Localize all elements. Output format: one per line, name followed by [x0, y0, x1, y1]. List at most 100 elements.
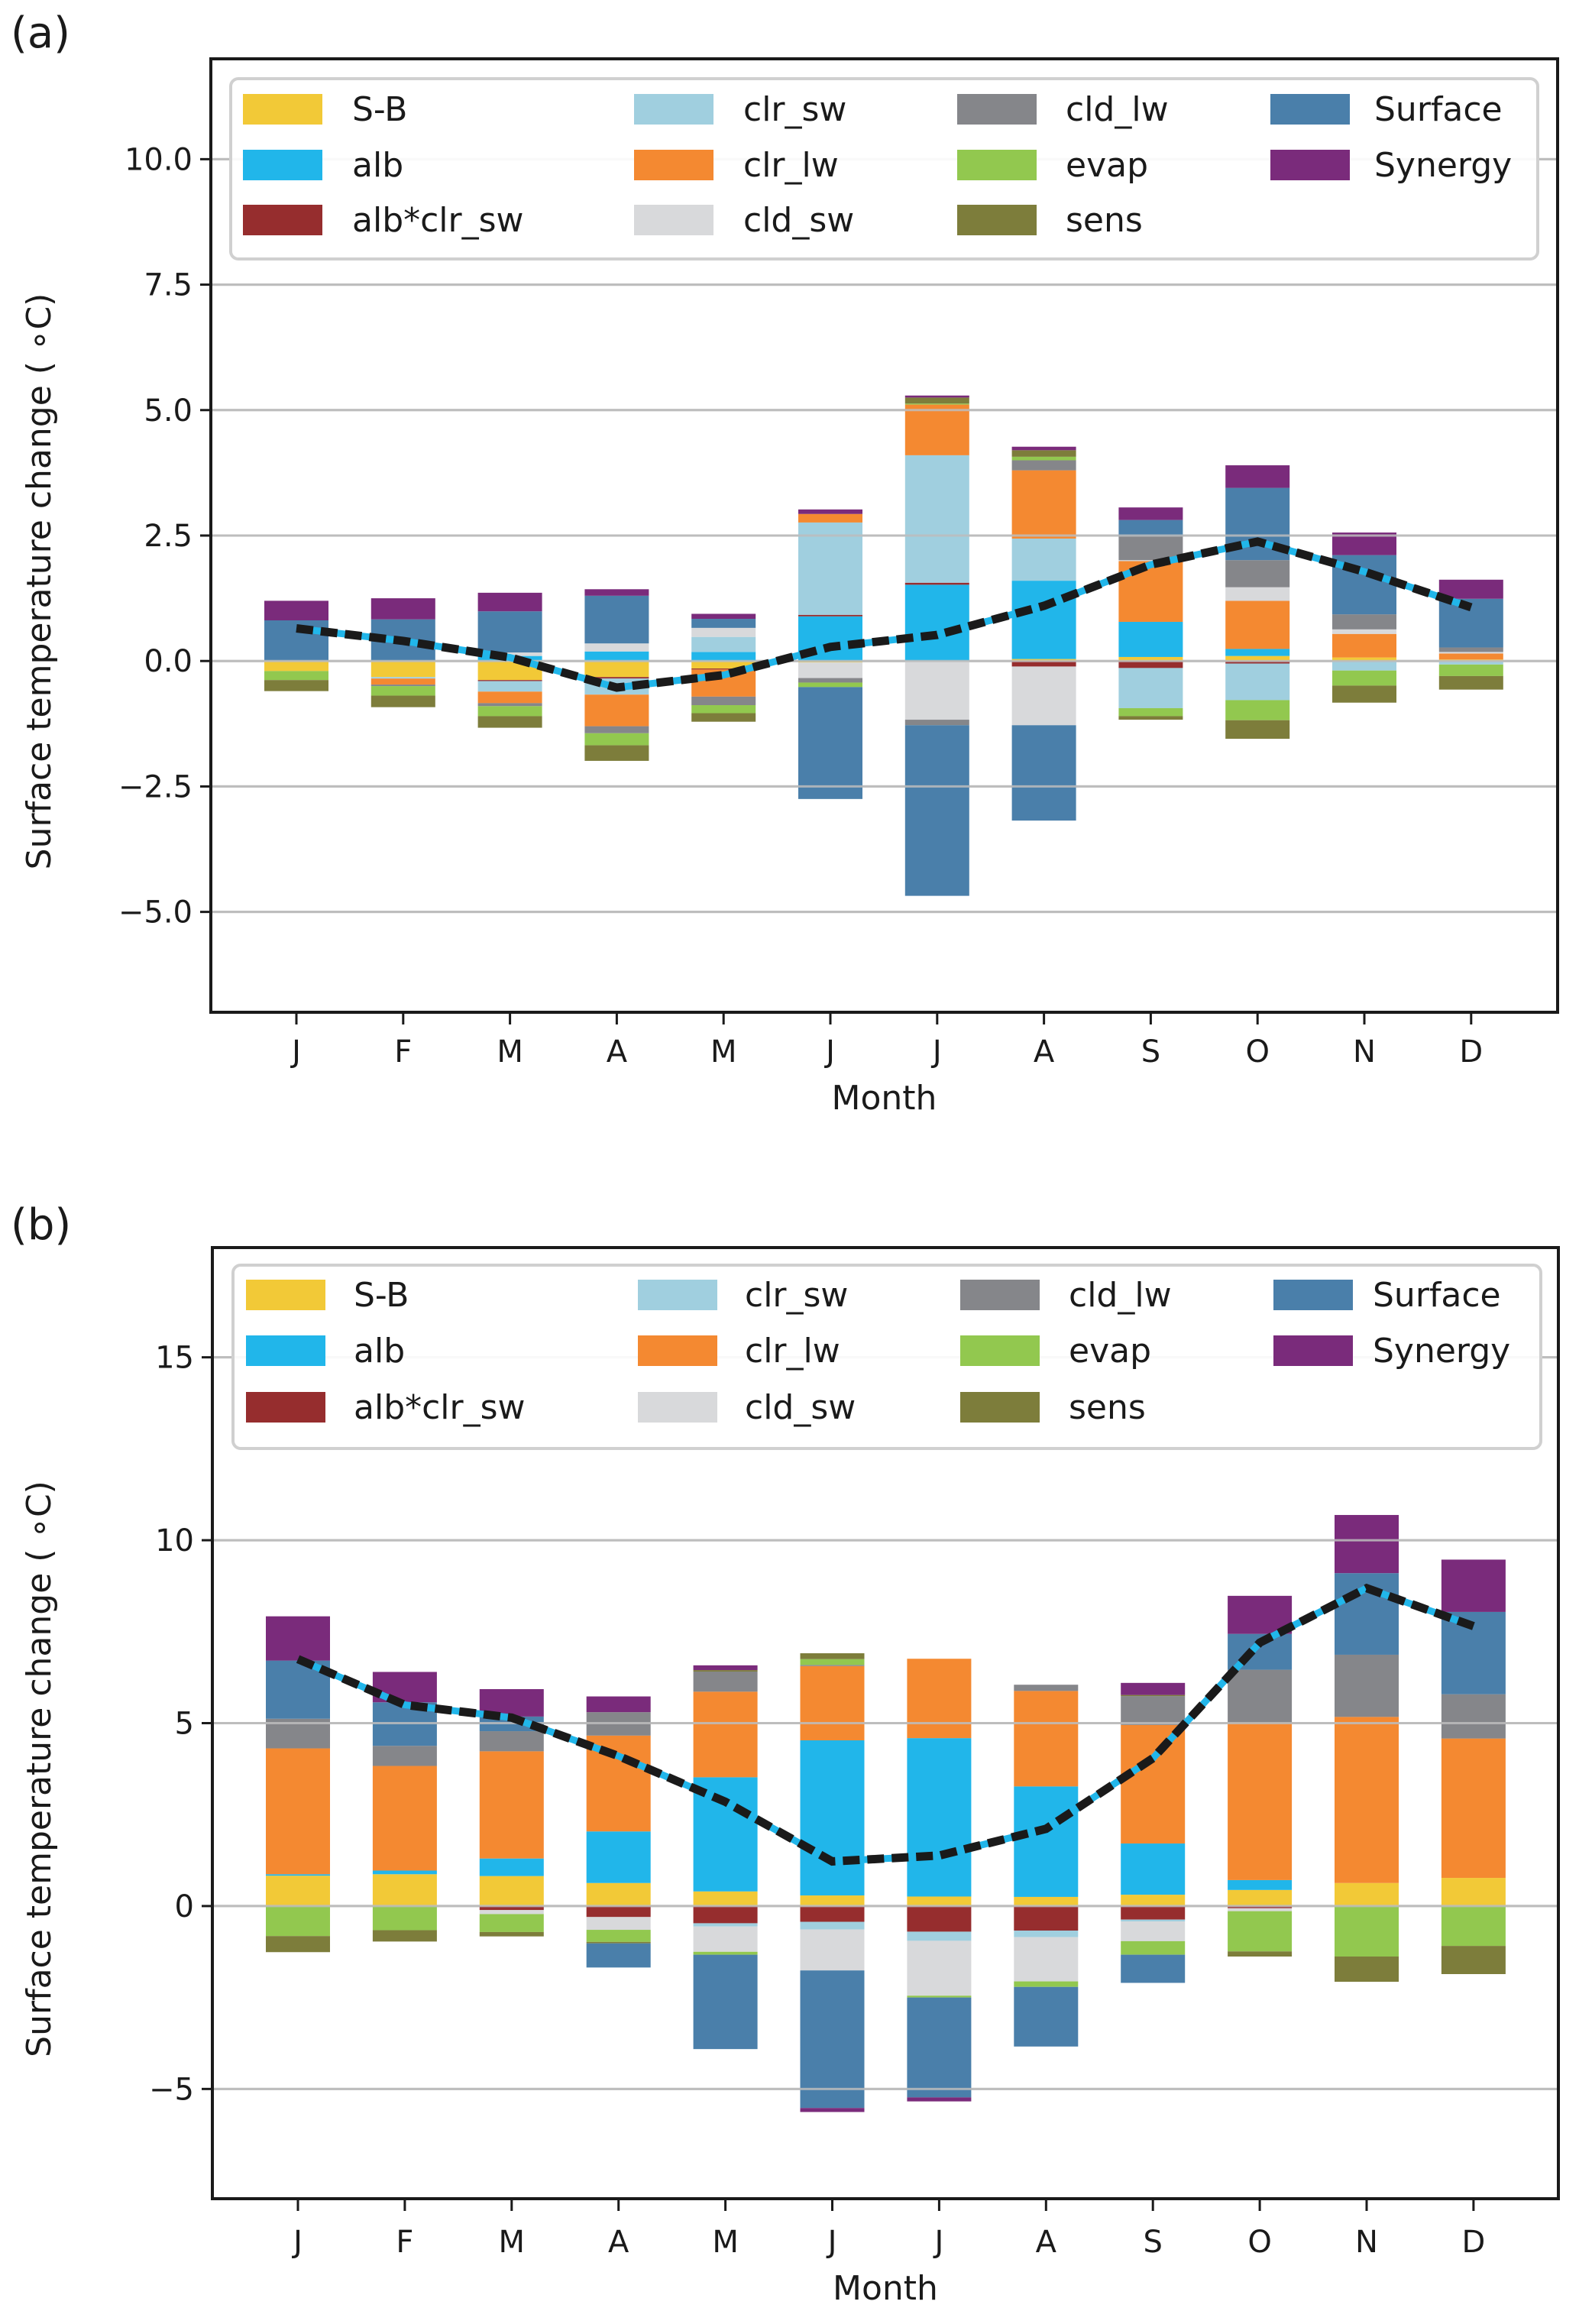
bar-segment-evap	[907, 1995, 972, 1998]
bar-stack-2	[372, 1672, 437, 1942]
bar-segment-evap	[1441, 1905, 1506, 1947]
bar-segment-clr-lw	[1121, 1724, 1186, 1844]
bar-segment-cld-lw	[904, 720, 969, 726]
bar-segment-sens	[264, 680, 328, 691]
bar-segment-cld-lw	[479, 1731, 544, 1752]
bar-stack-7	[907, 1659, 972, 2102]
bar-segment-alb-clr-sw	[800, 1905, 865, 1922]
bar-segment-clr-sw	[907, 1931, 972, 1941]
x-tick-label: D	[1459, 1034, 1483, 1070]
bar-segment-clr-lw	[370, 678, 435, 685]
bar-stack-6	[800, 1653, 865, 2112]
y-tick-label: 10.0	[125, 142, 193, 177]
bar-segment-sens	[1335, 1957, 1399, 1983]
bar-segment-surface	[904, 725, 969, 896]
legend-swatch	[243, 94, 322, 125]
bar-segment-evap	[372, 1905, 437, 1931]
bar-stack-10	[1225, 465, 1290, 740]
bar-segment-synergy	[1011, 446, 1076, 451]
bar-segment-cld-lw	[1438, 647, 1503, 652]
x-tick-label: J	[826, 2225, 837, 2260]
bar-segment-sens	[586, 1941, 651, 1944]
legend-label: alb	[354, 1332, 405, 1371]
bar-stack-12	[1441, 1559, 1506, 1974]
bar-segment-evap	[1225, 700, 1290, 720]
legend-swatch	[243, 205, 322, 235]
bar-segment-alb	[1118, 621, 1183, 657]
legend-item: cld_sw	[638, 1388, 856, 1427]
bar-segment-clr-sw	[477, 681, 542, 692]
bar-segment-alb	[1225, 649, 1290, 656]
total-line-base	[296, 1584, 1475, 1866]
legend-label: evap	[1066, 146, 1148, 185]
bar-segment-clr-sw	[1118, 668, 1183, 708]
bar-segment-alb-clr-sw	[1121, 1905, 1186, 1920]
legend-label: sens	[1066, 201, 1143, 240]
legend-box	[231, 1264, 1542, 1450]
bar-segment-alb-clr-sw	[691, 668, 756, 670]
bar-segment-sens	[691, 713, 756, 722]
bar-segment-clr-lw	[693, 1691, 758, 1778]
bar-stack-7	[904, 395, 969, 896]
bar-segment-clr-lw	[1228, 1723, 1293, 1880]
panel-a-total-line	[296, 537, 1473, 692]
legend-label: cld_lw	[1066, 90, 1169, 129]
bar-segment-clr-lw	[1438, 653, 1503, 660]
bar-segment-sens	[1441, 1946, 1506, 1974]
x-tick-label: F	[396, 2225, 413, 2260]
bar-segment-s-b	[586, 1882, 651, 1906]
bar-segment-alb	[800, 1740, 865, 1896]
legend-swatch	[957, 94, 1037, 125]
total-line-dashes	[296, 1583, 1475, 1866]
legend-item: cld_lw	[957, 90, 1169, 129]
bar-segment-synergy	[693, 1665, 758, 1671]
bar-segment-clr-lw	[477, 691, 542, 704]
bar-segment-synergy	[1335, 1515, 1399, 1574]
bar-segment-cld-lw	[477, 703, 542, 707]
legend-swatch	[243, 150, 322, 180]
legend-label: S-B	[352, 90, 407, 129]
bar-segment-clr-sw	[370, 677, 435, 679]
bar-segment-alb-clr-sw	[798, 614, 862, 617]
panel-b-total-line	[296, 1583, 1475, 1866]
bar-segment-sens	[477, 716, 542, 728]
panel-b-label: (b)	[11, 1200, 71, 1250]
bar-stack-1	[266, 1616, 330, 1953]
x-tick-label: M	[497, 1034, 523, 1070]
legend-item: clr_lw	[638, 1332, 840, 1371]
bar-segment-alb	[1228, 1879, 1293, 1890]
bar-stack-4	[584, 589, 649, 761]
bar-segment-sens	[479, 1931, 544, 1937]
bar-segment-sens	[372, 1930, 437, 1942]
panel-b-legend: S-B alb alb*clr_sw clr_sw clr_lw cld_sw cld_lw…	[231, 1264, 1542, 1450]
bar-stack-2	[370, 598, 435, 707]
bar-segment-surface	[1118, 520, 1183, 536]
bar-segment-s-b	[1228, 1889, 1293, 1906]
legend-label: alb*clr_sw	[354, 1388, 526, 1427]
x-tick-label: S	[1144, 2225, 1163, 2260]
bar-segment-cld-lw	[584, 726, 649, 733]
bar-segment-sens	[1438, 675, 1503, 690]
bar-segment-alb-clr-sw	[584, 677, 649, 679]
bar-segment-alb-clr-sw	[1118, 661, 1183, 668]
bar-segment-synergy	[266, 1616, 330, 1661]
panel-b-bars	[266, 1515, 1506, 2112]
y-tick-label: 0.0	[144, 644, 193, 679]
legend-label: Surface	[1373, 1276, 1501, 1315]
bar-segment-alb	[372, 1870, 437, 1875]
bar-segment-clr-lw	[904, 404, 969, 455]
bar-segment-synergy	[800, 2108, 865, 2112]
bar-segment-cld-sw	[1225, 587, 1290, 601]
bar-segment-alb-clr-sw	[479, 1905, 544, 1911]
panel-a-y-axis-label: Surface temperature change ( ∘C)	[20, 293, 59, 870]
bar-segment-cld-sw	[584, 643, 649, 652]
legend-label: cld_lw	[1069, 1276, 1172, 1315]
x-tick-label: F	[394, 1034, 412, 1070]
bar-segment-sens	[266, 1936, 330, 1953]
bar-segment-evap	[1121, 1940, 1186, 1955]
legend-swatch	[1273, 1335, 1353, 1366]
legend-item: Synergy	[1270, 146, 1512, 185]
bar-segment-synergy	[264, 600, 328, 621]
